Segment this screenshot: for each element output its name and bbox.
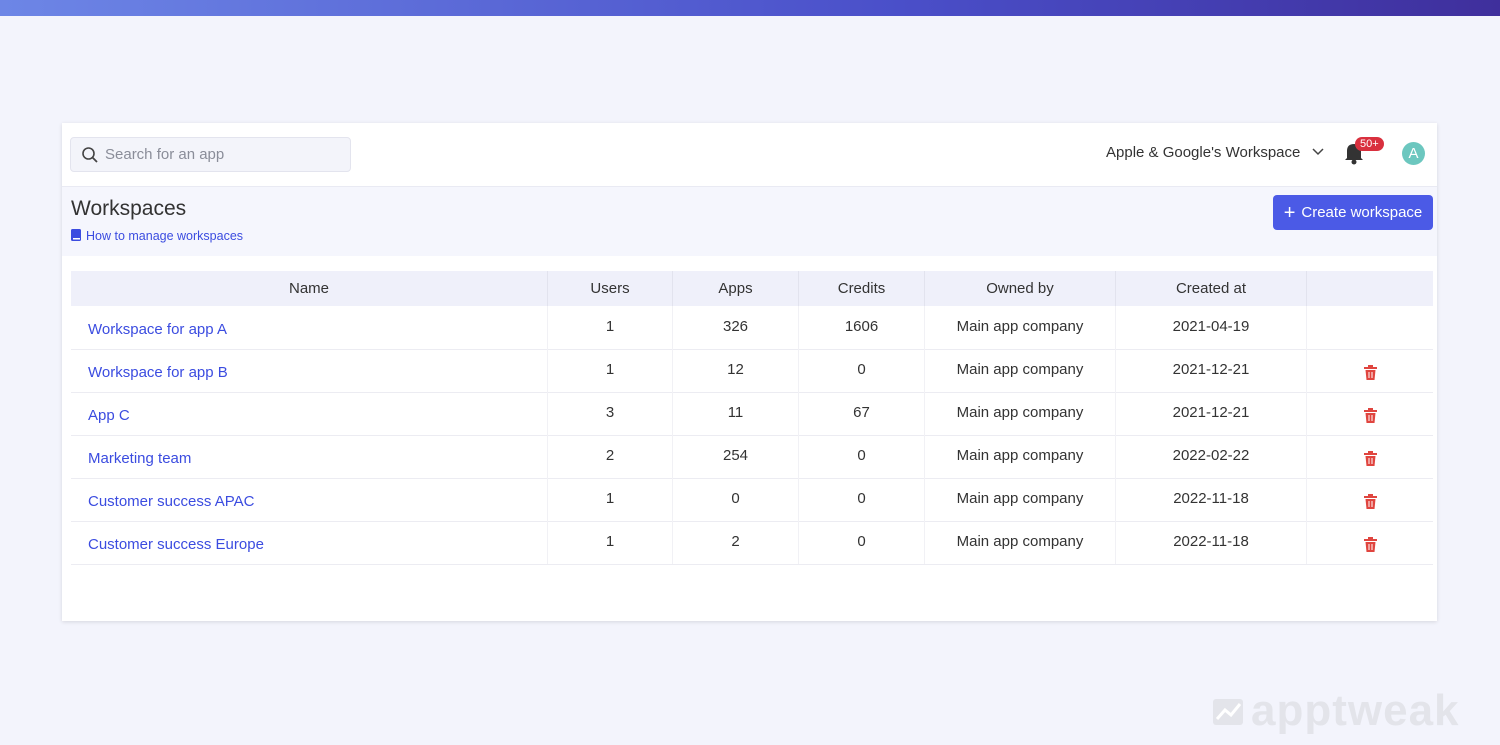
chevron: [1312, 148, 1324, 156]
cell: 3: [548, 392, 673, 435]
workspace-name[interactable]: Customer success APAC: [71, 478, 548, 521]
cell: 1: [548, 306, 673, 349]
cell: 1: [548, 521, 673, 564]
watermark: apptweak: [1213, 686, 1460, 736]
column-header-empty: [1307, 271, 1433, 306]
actions: [1307, 521, 1433, 564]
workspace-name: Apple & Google's Workspace: [1106, 144, 1301, 161]
cell: 1: [548, 478, 673, 521]
cell: 2: [548, 435, 673, 478]
cell: Main app company: [925, 478, 1116, 521]
cell: 0: [799, 478, 925, 521]
column-header: Apps: [673, 271, 799, 306]
cell: 1606: [799, 306, 925, 349]
actions: [1307, 306, 1433, 349]
avatar[interactable]: A: [1402, 142, 1425, 165]
help-link[interactable]: How to manage workspaces: [86, 229, 244, 243]
search-placeholder: Search for an app: [105, 146, 225, 163]
search-icon: [82, 147, 98, 163]
delete-icon[interactable]: [1363, 494, 1377, 509]
column-header: Owned by: [925, 271, 1116, 306]
card: Search for an app Apple & Google's Works…: [62, 123, 1437, 621]
column-header: Created at: [1116, 271, 1307, 306]
cell: Main app company: [925, 306, 1116, 349]
cell: Main app company: [925, 349, 1116, 392]
cell: 2021-12-21: [1116, 392, 1307, 435]
top-bar: [0, 0, 1500, 16]
table-row: Workspace for app A 1 326 1606 Main app comp…: [71, 306, 1433, 350]
search-box[interactable]: Search for an app: [70, 137, 351, 172]
workspace-name[interactable]: Customer success Europe: [71, 521, 548, 564]
cell: Main app company: [925, 392, 1116, 435]
table-row: Customer success Europe 1 2 0 Main app compa…: [71, 521, 1433, 565]
column-header: Users: [548, 271, 673, 306]
page-header: Workspaces How to manage workspaces + Cre…: [62, 186, 1437, 256]
delete-icon[interactable]: [1363, 537, 1377, 552]
actions: [1307, 478, 1433, 521]
cell: 254: [673, 435, 799, 478]
cell: Main app company: [925, 521, 1116, 564]
notification-badge: 50+: [1355, 137, 1384, 151]
cell: 2022-02-22: [1116, 435, 1307, 478]
watermark-icon: [1213, 699, 1243, 725]
create-label: Create workspace: [1301, 204, 1423, 221]
workspace-name[interactable]: Marketing team: [71, 435, 548, 478]
cell: 0: [673, 478, 799, 521]
column-header: Credits: [799, 271, 925, 306]
cell: 67: [799, 392, 925, 435]
cell: 2022-11-18: [1116, 521, 1307, 564]
column-header: Name: [71, 271, 548, 306]
delete-icon[interactable]: [1363, 365, 1377, 380]
watermark-text: apptweak: [1251, 686, 1460, 735]
cell: 0: [799, 435, 925, 478]
workspace-name[interactable]: Workspace for app B: [71, 349, 548, 392]
cell: 2022-11-18: [1116, 478, 1307, 521]
plus-icon: +: [1283, 202, 1296, 224]
delete-icon[interactable]: [1363, 451, 1377, 466]
actions: [1307, 435, 1433, 478]
page-title: Workspaces: [71, 197, 187, 220]
workspace-name[interactable]: App C: [71, 392, 548, 435]
cell: 0: [799, 521, 925, 564]
cell: 2021-12-21: [1116, 349, 1307, 392]
table-row: Customer success APAC 1 0 0 Main app company…: [71, 478, 1433, 522]
cell: 2: [673, 521, 799, 564]
cell: 1: [548, 349, 673, 392]
workspace-selector[interactable]: Apple & Google's Workspace: [1106, 144, 1325, 161]
actions: [1307, 392, 1433, 435]
table-row: App C 3 11 67 Main app company 2021-12-21: [71, 392, 1433, 436]
cell: 12: [673, 349, 799, 392]
cell: 2021-04-19: [1116, 306, 1307, 349]
cell: 326: [673, 306, 799, 349]
workspace-name[interactable]: Workspace for app A: [71, 306, 548, 349]
book-icon: [71, 229, 81, 241]
help-link-wrap[interactable]: How to manage workspaces: [71, 229, 243, 243]
delete-icon[interactable]: [1363, 408, 1377, 423]
actions: [1307, 349, 1433, 392]
table-row: Marketing team 2 254 0 Main app company 2022-…: [71, 435, 1433, 479]
cell: 0: [799, 349, 925, 392]
cell: Main app company: [925, 435, 1116, 478]
table-header: Name Users Apps Credits Owned by Created at: [71, 271, 1433, 306]
table-row: Workspace for app B 1 12 0 Main app company 2…: [71, 349, 1433, 393]
cell: 11: [673, 392, 799, 435]
create-button[interactable]: + Create workspace: [1273, 195, 1433, 230]
